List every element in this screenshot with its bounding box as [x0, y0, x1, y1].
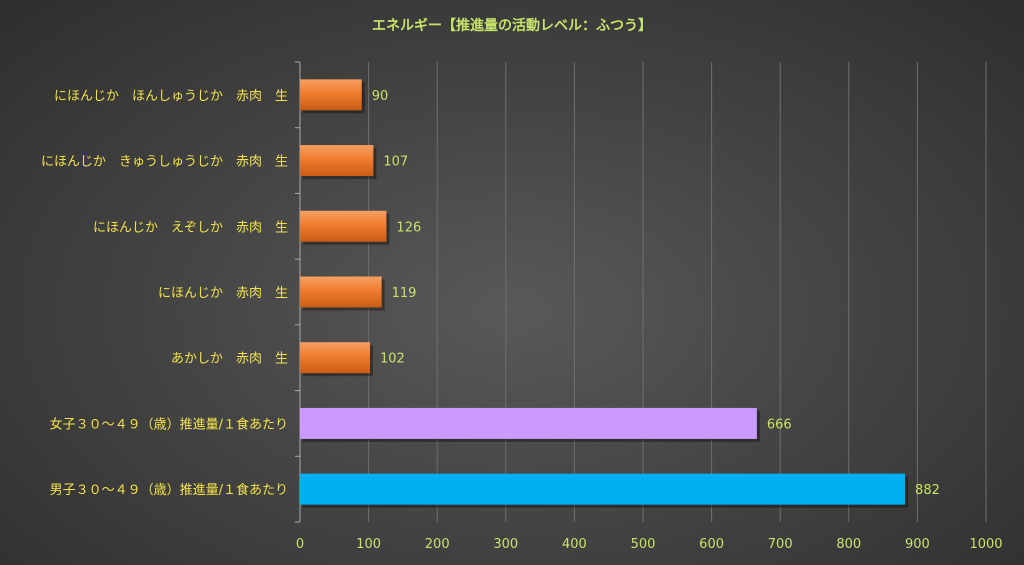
x-tick-label: 900 [905, 537, 930, 552]
x-tick-label: 1000 [969, 537, 1002, 552]
x-tick-label: 500 [631, 537, 656, 552]
category-label: 男子３０～４９（歳）推進量/１食あたり [50, 482, 288, 498]
category-label: 女子３０～４９（歳）推進量/１食あたり [50, 416, 288, 432]
bars [300, 79, 909, 508]
bar [300, 145, 374, 177]
x-tick-label: 700 [768, 537, 793, 552]
category-label: あかしか 赤肉 生 [171, 352, 288, 367]
x-tick-label: 100 [356, 537, 381, 552]
data-label: 666 [767, 417, 792, 432]
bar [300, 276, 382, 308]
category-label: にほんじか 赤肉 生 [158, 286, 288, 301]
x-tick-label: 0 [296, 537, 304, 552]
category-label: にほんじか きゅうしゅうじか 赤肉 生 [41, 155, 288, 170]
bar [300, 407, 757, 439]
bar [300, 473, 906, 505]
x-tick-label: 600 [699, 537, 724, 552]
data-label: 102 [380, 352, 405, 367]
data-label: 90 [372, 89, 389, 104]
data-label: 882 [915, 483, 940, 498]
axes [295, 61, 301, 523]
x-tick-label: 800 [836, 537, 861, 552]
chart-title: エネルギー【推進量の活動レベル：ふつう】 [372, 17, 652, 34]
category-label: にほんじか ほんしゅうじか 赤肉 生 [54, 89, 288, 104]
labels: 0 100 200 300 400 500 600 700 800 900 1000 にほんじか ほん… [41, 89, 1003, 552]
bar [300, 210, 387, 242]
x-tick-label: 200 [425, 537, 450, 552]
x-tick-label: 400 [562, 537, 587, 552]
x-tick-label: 300 [493, 537, 518, 552]
data-label: 107 [383, 155, 408, 170]
gridlines [368, 62, 987, 522]
bar [300, 342, 370, 374]
data-label: 119 [392, 286, 417, 301]
data-label: 126 [396, 220, 421, 235]
category-label: にほんじか えぞしか 赤肉 生 [93, 220, 288, 235]
bar [300, 79, 362, 111]
